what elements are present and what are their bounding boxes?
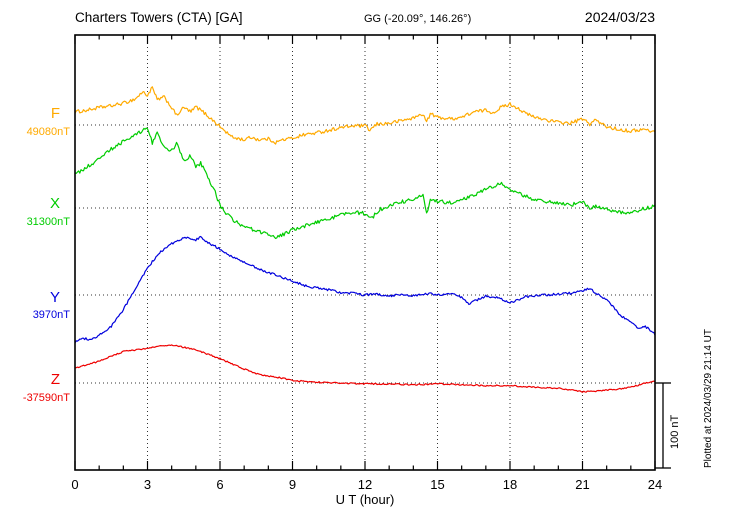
trace-label-F: F [50, 105, 60, 122]
trace-label-Y: Y [49, 289, 60, 306]
trace-value-X: 31300nT [26, 216, 70, 228]
tick-label-layer: 0 3 6 9 12 15 18 21 24 [71, 477, 662, 492]
x-axis-label: U T (hour) [335, 492, 395, 507]
x-tick-label-24: 24 [648, 477, 662, 492]
x-tick-label-15: 15 [430, 477, 444, 492]
trace-value-Y: 3970nT [32, 309, 70, 321]
geographic-coordinates: GG (-20.09°, 146.26°) [364, 13, 472, 25]
x-tick-label-9: 9 [289, 477, 296, 492]
trace-X [74, 127, 656, 240]
trace-Y [74, 235, 656, 344]
x-tick-label-0: 0 [71, 477, 78, 492]
grid-layer [75, 35, 655, 470]
x-tick-label-21: 21 [575, 477, 589, 492]
x-tick-label-3: 3 [144, 477, 151, 492]
trace-label-X: X [49, 195, 60, 212]
axis-layer [74, 34, 656, 471]
trace-label-Z: Z [50, 371, 60, 388]
scale-bar [655, 382, 671, 469]
x-tick-label-6: 6 [216, 477, 223, 492]
plotted-at-note: Plotted at 2024/03/29 21:14 UT [703, 329, 714, 468]
trace-F [74, 86, 656, 145]
trace-value-Z: -37590nT [22, 392, 70, 404]
x-tick-label-12: 12 [358, 477, 372, 492]
station-title: Charters Towers (CTA) [GA] [75, 10, 243, 25]
scale-bar-label: 100 nT [669, 414, 681, 449]
x-tick-label-18: 18 [503, 477, 517, 492]
trace-Z [74, 344, 656, 393]
plot-frame [74, 34, 656, 471]
trace-value-F: 49080nT [26, 126, 70, 138]
series-layer [74, 86, 656, 393]
plot-date: 2024/03/23 [584, 9, 655, 25]
